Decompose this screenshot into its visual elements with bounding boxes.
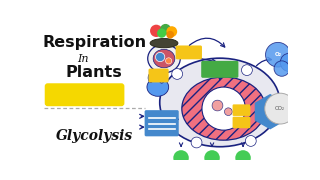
FancyBboxPatch shape [176,46,202,59]
Circle shape [165,58,172,64]
Circle shape [173,150,189,166]
Circle shape [157,28,166,38]
Circle shape [280,53,299,72]
Ellipse shape [159,74,164,83]
Ellipse shape [182,77,266,140]
Circle shape [212,100,223,111]
FancyBboxPatch shape [233,104,251,116]
Text: In: In [77,54,88,64]
Ellipse shape [148,73,154,82]
Ellipse shape [154,72,159,82]
Circle shape [242,65,252,75]
Circle shape [266,42,290,67]
Circle shape [245,136,256,146]
FancyBboxPatch shape [45,84,124,105]
Ellipse shape [148,44,180,73]
Ellipse shape [147,78,169,96]
Circle shape [274,61,290,76]
Text: O₂: O₂ [275,52,281,57]
Text: Glycolysis: Glycolysis [56,129,133,143]
Circle shape [224,108,232,116]
Polygon shape [255,95,285,129]
Circle shape [160,24,171,35]
Text: Respiration: Respiration [42,35,146,50]
Circle shape [172,69,183,79]
FancyBboxPatch shape [148,69,169,82]
FancyArrowPatch shape [189,38,225,47]
Ellipse shape [153,49,175,68]
Circle shape [202,87,245,130]
FancyBboxPatch shape [145,110,179,136]
Circle shape [150,25,163,37]
Circle shape [204,150,220,166]
FancyBboxPatch shape [233,117,251,128]
Text: PART-1: PART-1 [62,90,107,103]
Circle shape [235,150,251,166]
Circle shape [166,31,174,39]
Text: CO₂: CO₂ [275,106,285,111]
Circle shape [265,93,296,124]
Text: Plants: Plants [66,65,123,80]
Ellipse shape [150,39,178,48]
Ellipse shape [160,58,280,147]
Circle shape [156,52,165,62]
FancyBboxPatch shape [201,61,238,78]
Circle shape [166,26,177,37]
Circle shape [191,137,202,148]
